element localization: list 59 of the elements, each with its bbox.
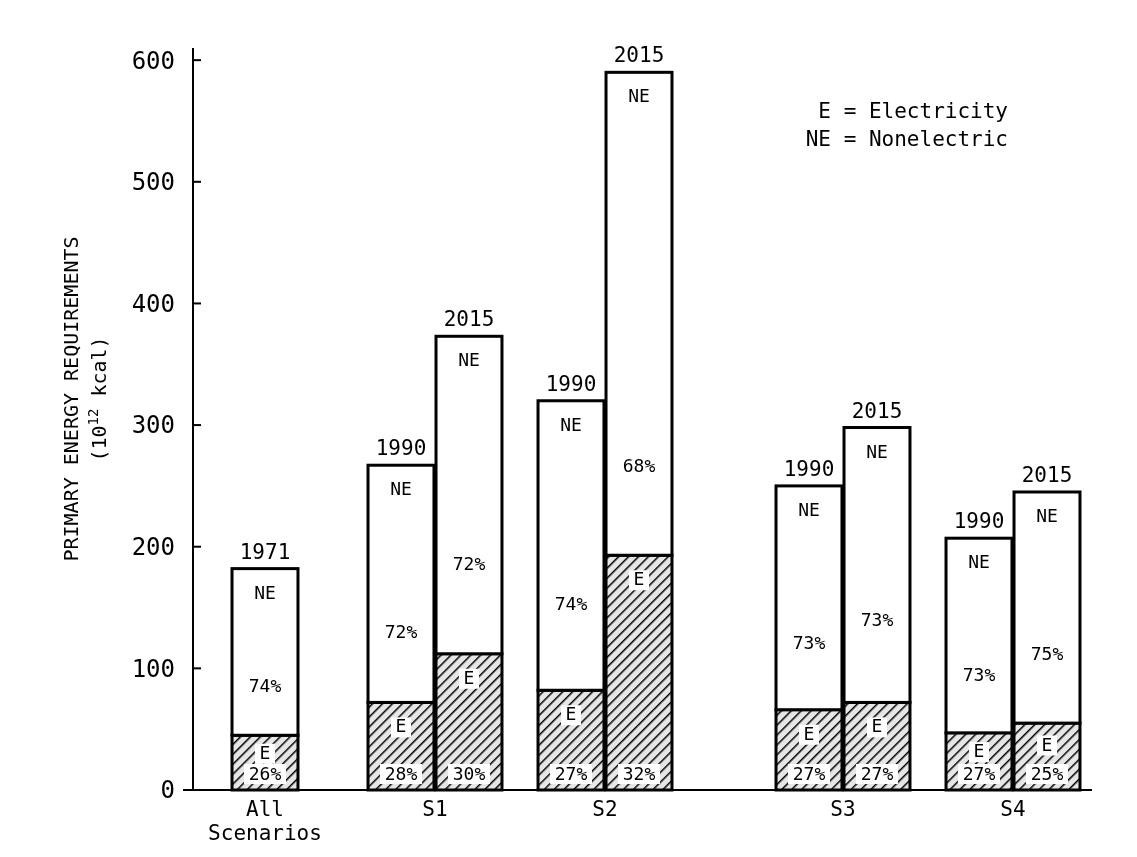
text: NE: [254, 581, 276, 603]
text: E: [803, 722, 815, 744]
y-tick-label: 400: [131, 289, 175, 318]
text: E: [973, 740, 985, 762]
annotation: 2015: [1021, 462, 1073, 487]
x-tick-label: S4: [1000, 797, 1026, 821]
annotation: 26%: [248, 763, 282, 785]
annotation: 74%: [248, 674, 282, 696]
y-tick-label: 500: [131, 168, 175, 197]
text: E: [1041, 733, 1053, 755]
annotation: 73%: [860, 609, 894, 631]
annotation: 73%: [792, 631, 826, 653]
text: NE: [458, 349, 480, 371]
annotation: 72%: [384, 620, 418, 642]
annotation: 27%: [962, 763, 996, 785]
annotation: 1990: [783, 456, 835, 481]
y-tick-label: 600: [131, 46, 175, 75]
annotation: 74%: [554, 592, 588, 614]
y-tick-label: 300: [131, 411, 175, 440]
series-label: E: [259, 741, 271, 763]
y-tick-label: 0: [160, 776, 175, 805]
x-tick-label: S2: [592, 797, 618, 821]
annotation: 75%: [1030, 643, 1064, 665]
text: NE: [1036, 504, 1058, 526]
text: NE: [798, 498, 820, 520]
y-tick-label: 200: [131, 533, 175, 562]
text: NE: [628, 85, 650, 107]
series-label: NE: [866, 440, 888, 462]
text: E: [871, 715, 883, 737]
annotation: NE = Nonelectric: [805, 127, 1008, 151]
annotation: 28%: [384, 763, 418, 785]
annotation: 1990: [545, 371, 597, 396]
x-tick-label: S3: [830, 797, 856, 821]
annotation: 32%: [622, 763, 656, 785]
text: NE: [968, 551, 990, 573]
annotation: E = Electricity: [818, 99, 1008, 123]
text: E: [463, 666, 475, 688]
x-tick-label: S1: [422, 797, 448, 821]
annotation: 72%: [452, 553, 486, 575]
annotation: 27%: [860, 763, 894, 785]
x-tick-label: All Scenarios: [208, 797, 322, 845]
annotation: 25%: [1030, 763, 1064, 785]
text: NE: [390, 478, 412, 500]
text: E: [395, 715, 407, 737]
text: E: [633, 568, 645, 590]
annotation: 2015: [613, 43, 665, 68]
annotation: 2015: [443, 307, 495, 332]
y-tick-label: 100: [131, 654, 175, 683]
annotation: 73%: [962, 663, 996, 685]
annotation: 27%: [792, 763, 826, 785]
text: NE: [560, 413, 582, 435]
annotation: 27%: [554, 763, 588, 785]
annotation: 30%: [452, 763, 486, 785]
annotation: 1971: [239, 539, 291, 564]
annotation: 1990: [375, 436, 427, 461]
annotation: 68%: [622, 454, 656, 476]
annotation: 1990: [953, 509, 1005, 534]
annotation: 2015: [851, 398, 903, 423]
text: E: [565, 703, 577, 725]
